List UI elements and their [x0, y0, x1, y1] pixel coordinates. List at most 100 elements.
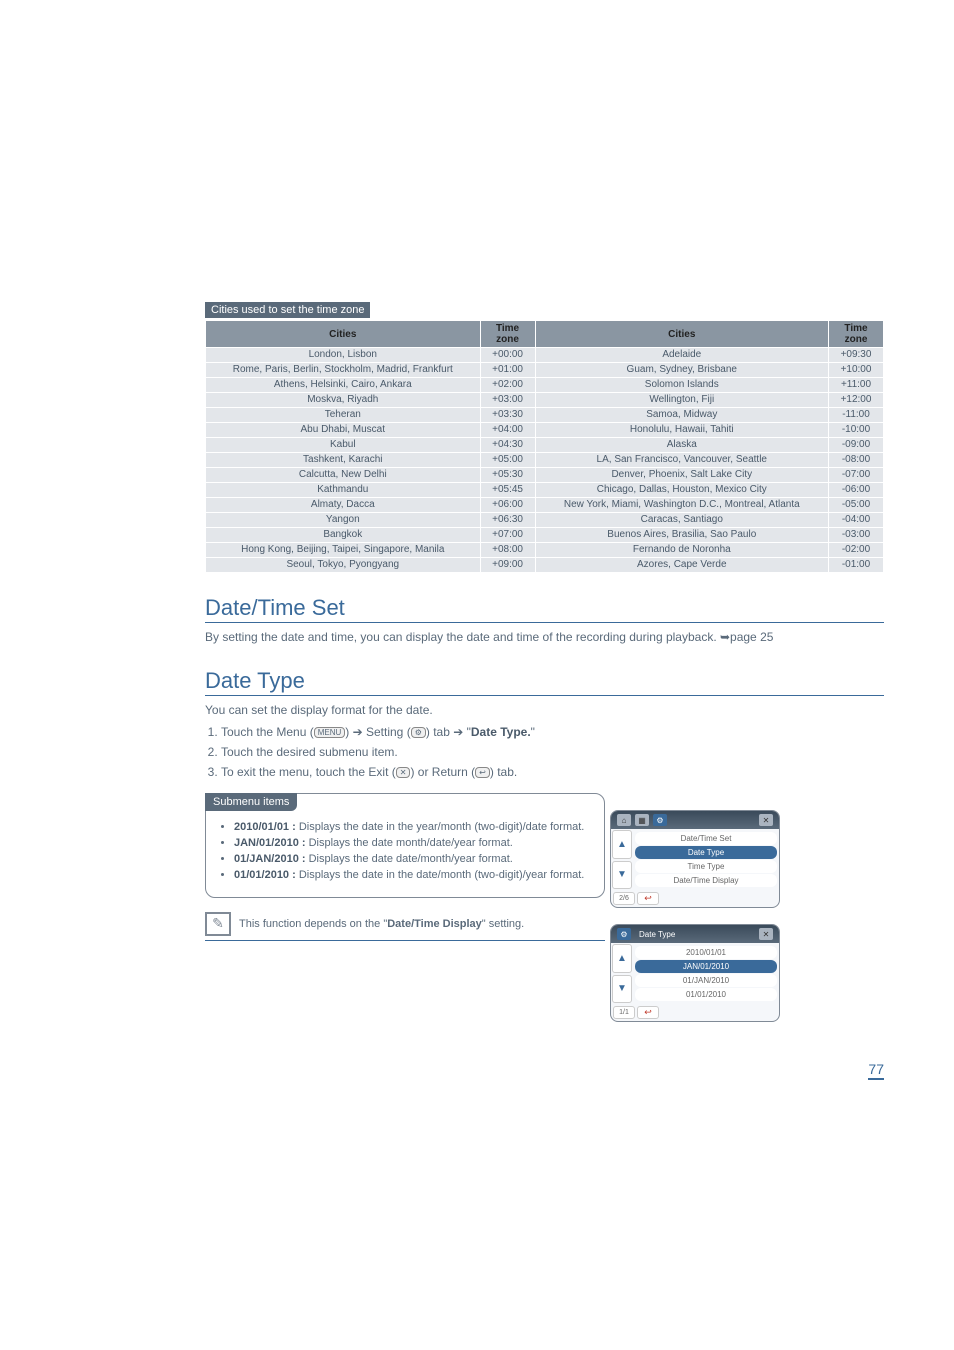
lcd-item[interactable]: Time Type: [635, 860, 777, 873]
city-cell: Yangon: [206, 513, 481, 528]
zone-cell: -06:00: [829, 483, 884, 498]
zone-cell: -01:00: [829, 558, 884, 573]
city-cell: Hong Kong, Beijing, Taipei, Singapore, M…: [206, 543, 481, 558]
grid-icon: ▦: [635, 814, 649, 826]
lcd-item[interactable]: Date/Time Display: [635, 874, 777, 887]
return-button[interactable]: ↩: [637, 892, 659, 905]
table-row: Rome, Paris, Berlin, Stockholm, Madrid, …: [206, 363, 884, 378]
gear-icon: ⚙: [411, 727, 426, 738]
menu-icon: MENU: [314, 727, 346, 738]
zone-cell: -04:00: [829, 513, 884, 528]
city-cell: New York, Miami, Washington D.C., Montre…: [535, 498, 828, 513]
lcd2-page: 1/1: [613, 1006, 635, 1019]
s1d: Date Type.: [471, 725, 531, 739]
city-cell: Wellington, Fiji: [535, 393, 828, 408]
return-icon: ↩: [475, 767, 490, 778]
lcd-item[interactable]: Date/Time Set: [635, 832, 777, 845]
datetype-intro: You can set the display format for the d…: [205, 702, 884, 719]
lcd-datetype-screen: ⚙ Date Type ✕ ▲ ▼ 2010/01/01JAN/01/20100…: [610, 924, 780, 1022]
lcd2-title: Date Type: [635, 930, 675, 939]
city-cell: Tashkent, Karachi: [206, 453, 481, 468]
city-cell: Guam, Sydney, Brisbane: [535, 363, 828, 378]
timezone-table: Cities Time zone Cities Time zone London…: [205, 320, 884, 573]
nta: This function depends on the ": [239, 918, 387, 930]
datetime-page-ref: ➥page 25: [720, 630, 773, 644]
zone-cell: +05:45: [480, 483, 535, 498]
table-row: Athens, Helsinki, Cairo, Ankara+02:00Sol…: [206, 378, 884, 393]
lcd-item[interactable]: 01/01/2010: [635, 988, 777, 1001]
lcd1-page: 2/6: [613, 892, 635, 905]
table-row: Seoul, Tokyo, Pyongyang+09:00Azores, Cap…: [206, 558, 884, 573]
city-cell: Alaska: [535, 438, 828, 453]
submenu-tag: Submenu items: [205, 793, 297, 811]
submenu-item: 2010/01/01 : Displays the date in the ye…: [234, 820, 592, 834]
city-cell: Bangkok: [206, 528, 481, 543]
table-row: Almaty, Dacca+06:00New York, Miami, Wash…: [206, 498, 884, 513]
city-cell: Denver, Phoenix, Salt Lake City: [535, 468, 828, 483]
city-cell: Kathmandu: [206, 483, 481, 498]
lcd-item[interactable]: Date Type: [635, 846, 777, 859]
zone-cell: +10:00: [829, 363, 884, 378]
section-tag: Cities used to set the time zone: [205, 302, 370, 318]
th-cities-r: Cities: [535, 321, 828, 348]
table-row: Tashkent, Karachi+05:00LA, San Francisco…: [206, 453, 884, 468]
city-cell: Caracas, Santiago: [535, 513, 828, 528]
zone-cell: -10:00: [829, 423, 884, 438]
th-zone-l: Time zone: [480, 321, 535, 348]
return-button-2[interactable]: ↩: [637, 1006, 659, 1019]
exit-icon: ✕: [396, 767, 411, 778]
city-cell: Fernando de Noronha: [535, 543, 828, 558]
step-1: Touch the Menu (MENU) ➔ Setting (⚙) tab …: [221, 725, 884, 739]
down-button[interactable]: ▼: [612, 861, 632, 890]
city-cell: Adelaide: [535, 348, 828, 363]
zone-cell: -11:00: [829, 408, 884, 423]
table-row: Bangkok+07:00Buenos Aires, Brasilia, Sao…: [206, 528, 884, 543]
gear-tab-icon: ⚙: [653, 814, 667, 826]
city-cell: Calcutta, New Delhi: [206, 468, 481, 483]
lcd-settings-screen: ⌂ ▦ ⚙ ✕ ▲ ▼ Date/Time SetDate TypeTime T…: [610, 810, 780, 908]
zone-cell: +09:30: [829, 348, 884, 363]
city-cell: Athens, Helsinki, Cairo, Ankara: [206, 378, 481, 393]
page-number: 77: [868, 1061, 884, 1080]
table-row: Moskva, Riyadh+03:00Wellington, Fiji+12:…: [206, 393, 884, 408]
s1a: Touch the Menu (: [221, 725, 314, 739]
lcd-item[interactable]: JAN/01/2010: [635, 960, 777, 973]
zone-cell: +08:00: [480, 543, 535, 558]
zone-cell: -08:00: [829, 453, 884, 468]
close-icon-2: ✕: [759, 928, 773, 940]
city-cell: Samoa, Midway: [535, 408, 828, 423]
datetime-heading: Date/Time Set: [205, 595, 884, 623]
table-row: Calcutta, New Delhi+05:30Denver, Phoenix…: [206, 468, 884, 483]
s3a: To exit the menu, touch the Exit (: [221, 765, 396, 779]
city-cell: Honolulu, Hawaii, Tahiti: [535, 423, 828, 438]
zone-cell: +12:00: [829, 393, 884, 408]
zone-cell: -05:00: [829, 498, 884, 513]
step-3: To exit the menu, touch the Exit (✕) or …: [221, 765, 884, 779]
lcd-item[interactable]: 2010/01/01: [635, 946, 777, 959]
city-cell: Rome, Paris, Berlin, Stockholm, Madrid, …: [206, 363, 481, 378]
up-button-2[interactable]: ▲: [612, 944, 632, 973]
city-cell: Almaty, Dacca: [206, 498, 481, 513]
lcd-item[interactable]: 01/JAN/2010: [635, 974, 777, 987]
city-cell: Kabul: [206, 438, 481, 453]
table-row: Yangon+06:30Caracas, Santiago-04:00: [206, 513, 884, 528]
zone-cell: +03:30: [480, 408, 535, 423]
city-cell: Moskva, Riyadh: [206, 393, 481, 408]
datetime-body-text: By setting the date and time, you can di…: [205, 630, 720, 644]
zone-cell: +06:30: [480, 513, 535, 528]
th-cities-l: Cities: [206, 321, 481, 348]
gear-tab-icon-2: ⚙: [617, 928, 631, 940]
up-button[interactable]: ▲: [612, 830, 632, 859]
city-cell: London, Lisbon: [206, 348, 481, 363]
down-button-2[interactable]: ▼: [612, 975, 632, 1004]
city-cell: LA, San Francisco, Vancouver, Seattle: [535, 453, 828, 468]
note-text: This function depends on the "Date/Time …: [239, 918, 524, 930]
s1c: ) tab ➔ ": [426, 725, 471, 739]
table-row: Kathmandu+05:45Chicago, Dallas, Houston,…: [206, 483, 884, 498]
note-row: ✎ This function depends on the "Date/Tim…: [205, 912, 605, 941]
s1b: ) ➔ Setting (: [345, 725, 410, 739]
city-cell: Solomon Islands: [535, 378, 828, 393]
zone-cell: +06:00: [480, 498, 535, 513]
zone-cell: -07:00: [829, 468, 884, 483]
zone-cell: +02:00: [480, 378, 535, 393]
